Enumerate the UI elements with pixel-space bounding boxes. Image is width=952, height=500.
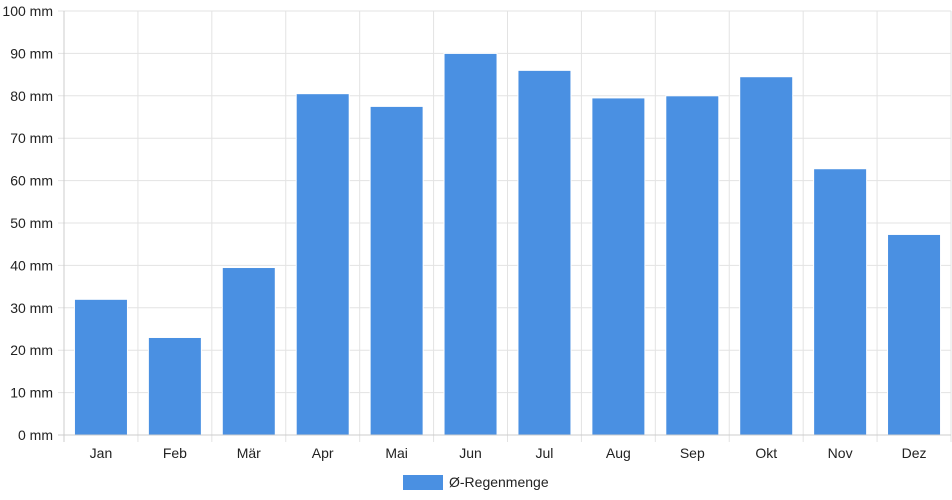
bars: [73, 52, 942, 436]
x-tick-label: Mär: [237, 445, 261, 461]
y-tick-label: 10 mm: [10, 385, 53, 401]
legend-label: Ø-Regenmenge: [449, 474, 549, 490]
bar-Nov[interactable]: [813, 168, 868, 436]
bar-Apr[interactable]: [295, 93, 350, 436]
bar-Jun[interactable]: [443, 52, 498, 436]
bar-Dez[interactable]: [887, 233, 942, 436]
y-tick-label: 80 mm: [10, 88, 53, 104]
bar-Okt[interactable]: [739, 76, 794, 436]
y-tick-label: 0 mm: [18, 427, 53, 443]
y-tick-label: 90 mm: [10, 45, 53, 61]
x-tick-label: Jan: [90, 445, 113, 461]
x-tick-label: Mai: [385, 445, 408, 461]
x-tick-label: Jul: [536, 445, 554, 461]
bar-Jan[interactable]: [73, 298, 128, 436]
bar-Jul[interactable]: [517, 69, 572, 436]
x-tick-label: Dez: [902, 445, 927, 461]
bar-Feb[interactable]: [147, 336, 202, 436]
y-tick-label: 40 mm: [10, 257, 53, 273]
y-tick-label: 20 mm: [10, 342, 53, 358]
x-tick-label: Nov: [828, 445, 853, 461]
bar-Aug[interactable]: [591, 97, 646, 436]
x-axis-labels: Jan Feb Mär Apr Mai Jun Jul Aug Sep Okt Nov Dez: [90, 445, 927, 461]
x-tick-label: Sep: [680, 445, 705, 461]
y-tick-label: 70 mm: [10, 130, 53, 146]
y-tick-label: 100 mm: [2, 3, 53, 19]
legend-swatch: [403, 475, 443, 490]
y-tick-label: 50 mm: [10, 215, 53, 231]
x-tick-label: Apr: [312, 445, 334, 461]
y-tick-label: 60 mm: [10, 173, 53, 189]
bar-Mär[interactable]: [221, 267, 276, 436]
y-axis-labels: 0 mm 10 mm 20 mm 30 mm 40 mm 50 mm 60 mm 70 mm 8…: [2, 3, 53, 443]
axes: [58, 11, 951, 442]
bar-Mai[interactable]: [369, 105, 424, 436]
x-tick-label: Aug: [606, 445, 631, 461]
y-tick-label: 30 mm: [10, 300, 53, 316]
x-tick-label: Feb: [163, 445, 187, 461]
x-tick-label: Jun: [459, 445, 482, 461]
legend[interactable]: Ø-Regenmenge: [403, 474, 549, 490]
bar-Sep[interactable]: [665, 95, 720, 436]
x-tick-label: Okt: [755, 445, 777, 461]
